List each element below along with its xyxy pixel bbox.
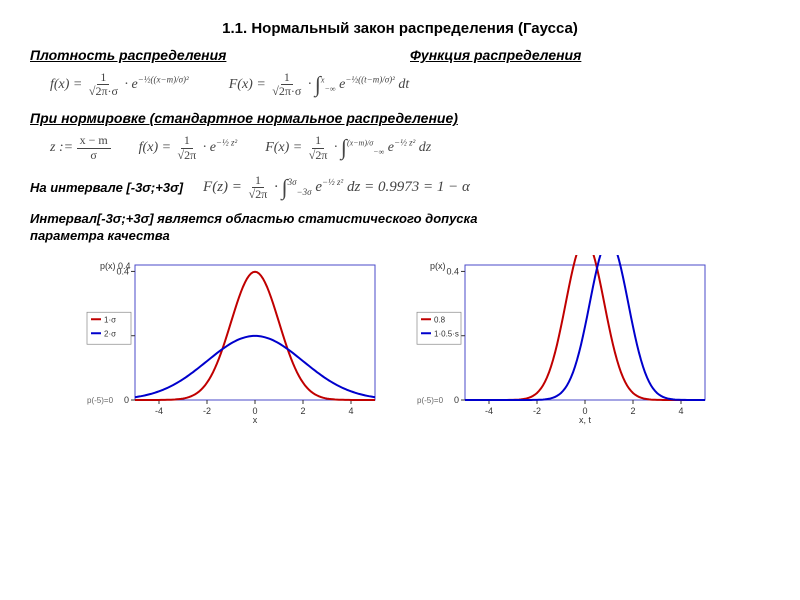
cdf-formula: F(x) = 1√2π·σ · ∫x−∞ e−½((t−m)/σ)² dt bbox=[229, 71, 410, 98]
chart-container: -4-202400.20.4p(x) 0.4x1·σ2·σp(-5)=0 -4-… bbox=[30, 255, 770, 425]
density-chart-sigma: -4-202400.20.4p(x) 0.4x1·σ2·σp(-5)=0 bbox=[85, 255, 385, 425]
svg-text:p(-5)=0: p(-5)=0 bbox=[87, 396, 114, 405]
svg-text:p(x): p(x) bbox=[430, 261, 446, 271]
svg-text:1·σ: 1·σ bbox=[104, 315, 116, 324]
svg-text:2·σ: 2·σ bbox=[104, 329, 116, 338]
page-title: 1.1. Нормальный закон распределения (Гау… bbox=[30, 20, 770, 37]
svg-text:x: x bbox=[253, 415, 258, 425]
svg-text:2: 2 bbox=[630, 406, 635, 416]
svg-text:p(-5)=0: p(-5)=0 bbox=[417, 396, 444, 405]
note-line2: параметра качества bbox=[30, 228, 170, 243]
interval-label: На интервале [-3σ;+3σ] bbox=[30, 180, 183, 195]
svg-text:4: 4 bbox=[678, 406, 683, 416]
interval-row: На интервале [-3σ;+3σ] F(z) = 1√2π · ∫3σ… bbox=[30, 174, 770, 201]
density-std-formula: f(x) = 1√2π · e−½ z² bbox=[139, 134, 238, 161]
cdf-std-formula: F(x) = 1√2π · ∫(x−m)/σ−∞ e−½ z² dz bbox=[265, 134, 431, 161]
three-sigma-formula: F(z) = 1√2π · ∫3σ−3σ e−½ z² dz = 0.9973 … bbox=[203, 174, 470, 201]
svg-text:p(x) 0.4: p(x) 0.4 bbox=[100, 261, 131, 271]
cdf-heading: Функция распределения bbox=[410, 47, 770, 63]
svg-text:-2: -2 bbox=[533, 406, 541, 416]
svg-text:2: 2 bbox=[300, 406, 305, 416]
density-chart-mean: -4-202400.20.4p(x)x, t0.81·0.5·sp(-5)=0 bbox=[415, 255, 715, 425]
formula-row-1: f(x) = 1√2π·σ · e−½((x−m)/σ)² F(x) = 1√2… bbox=[50, 71, 770, 98]
svg-text:0: 0 bbox=[124, 395, 129, 405]
density-formula: f(x) = 1√2π·σ · e−½((x−m)/σ)² bbox=[50, 71, 189, 98]
svg-text:0: 0 bbox=[454, 395, 459, 405]
svg-text:-4: -4 bbox=[485, 406, 493, 416]
svg-text:-2: -2 bbox=[203, 406, 211, 416]
svg-text:4: 4 bbox=[348, 406, 353, 416]
normalized-heading: При нормировке (стандартное нормальное р… bbox=[30, 110, 770, 126]
tolerance-note: Интервал[-3σ;+3σ] является областью стат… bbox=[30, 211, 770, 245]
density-heading: Плотность распределения bbox=[30, 47, 390, 63]
svg-text:-4: -4 bbox=[155, 406, 163, 416]
svg-text:0.8: 0.8 bbox=[434, 315, 446, 324]
subheading-row: Плотность распределения Функция распреде… bbox=[30, 47, 770, 63]
svg-text:x, t: x, t bbox=[579, 415, 592, 425]
z-def-formula: z := x − mσ bbox=[50, 134, 111, 161]
formula-row-2: z := x − mσ f(x) = 1√2π · e−½ z² F(x) = … bbox=[50, 134, 770, 161]
note-line1: Интервал[-3σ;+3σ] является областью стат… bbox=[30, 211, 478, 226]
svg-text:1·0.5·s: 1·0.5·s bbox=[434, 329, 459, 338]
svg-text:0.4: 0.4 bbox=[446, 266, 459, 276]
